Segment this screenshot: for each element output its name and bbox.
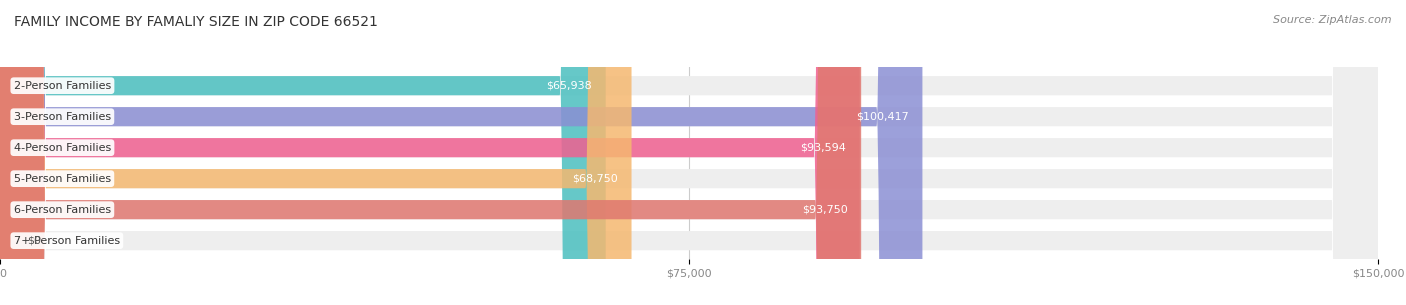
Text: $100,417: $100,417 — [856, 112, 908, 122]
Text: $0: $0 — [28, 236, 42, 246]
Text: 4-Person Families: 4-Person Families — [14, 143, 111, 153]
Text: Source: ZipAtlas.com: Source: ZipAtlas.com — [1274, 15, 1392, 25]
Text: 6-Person Families: 6-Person Families — [14, 205, 111, 215]
FancyBboxPatch shape — [0, 0, 859, 305]
Text: 2-Person Families: 2-Person Families — [14, 81, 111, 91]
Text: $93,750: $93,750 — [801, 205, 848, 215]
Text: 5-Person Families: 5-Person Families — [14, 174, 111, 184]
FancyBboxPatch shape — [0, 0, 606, 305]
FancyBboxPatch shape — [0, 0, 860, 305]
Text: $93,594: $93,594 — [800, 143, 846, 153]
FancyBboxPatch shape — [0, 0, 631, 305]
FancyBboxPatch shape — [0, 0, 922, 305]
Text: $68,750: $68,750 — [572, 174, 617, 184]
Text: 3-Person Families: 3-Person Families — [14, 112, 111, 122]
Text: 7+ Person Families: 7+ Person Families — [14, 236, 120, 246]
Text: FAMILY INCOME BY FAMALIY SIZE IN ZIP CODE 66521: FAMILY INCOME BY FAMALIY SIZE IN ZIP COD… — [14, 15, 378, 29]
Text: $65,938: $65,938 — [546, 81, 592, 91]
